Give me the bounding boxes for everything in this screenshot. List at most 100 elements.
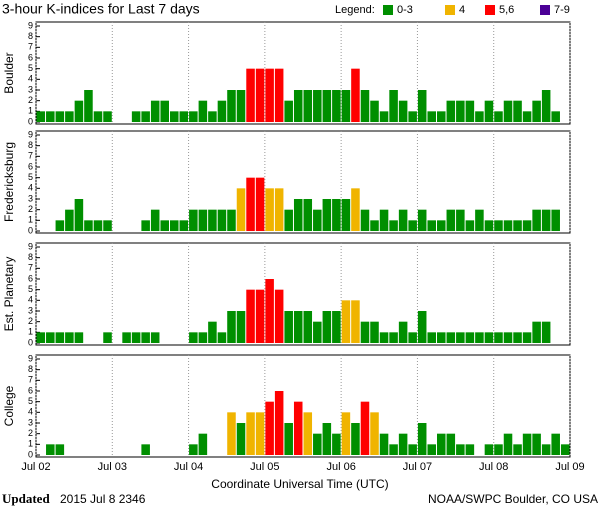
bar [503,220,513,231]
bar [456,100,465,122]
bar [370,321,379,343]
bar [560,444,570,455]
bar [389,332,398,343]
bar [389,444,398,455]
legend-label: 0-3 [397,4,413,16]
bar [150,100,160,122]
bar [522,220,532,231]
legend-swatch [383,5,393,15]
bar [522,332,532,343]
bar [284,209,293,231]
bar [198,209,208,231]
bar [227,90,236,122]
panel-frame [35,354,571,458]
bar [513,444,522,455]
y-tick-label: 9 [28,353,33,363]
bar [179,220,189,231]
bar [532,321,541,343]
bar [208,111,217,122]
y-tick-label: 5 [28,284,33,294]
bar [332,311,341,343]
bar [303,412,313,455]
bar [103,220,112,231]
y-tick-label: 9 [28,20,33,30]
bar [303,311,313,343]
bar [65,209,74,231]
bar [551,111,560,122]
bar [532,100,541,122]
x-tick-label: Jul 09 [555,461,584,473]
bar [131,332,141,343]
bar [465,100,475,122]
bar [446,209,456,231]
y-tick-label: 5 [28,172,33,182]
bar [351,188,360,231]
bar [217,332,227,343]
y-tick-label: 3 [28,193,33,203]
bar [141,332,150,343]
bar [55,332,65,343]
bar [503,433,513,455]
bar [417,311,427,343]
y-tick-label: 4 [28,183,33,193]
y-tick-label: 8 [28,364,33,374]
bar [227,412,236,455]
bar [332,90,341,122]
bar [284,100,293,122]
bar [408,111,417,122]
bar [465,332,475,343]
bar [313,90,322,122]
bar [255,289,265,343]
bar [370,220,379,231]
bar [189,111,198,122]
bar [84,90,93,122]
bar [189,209,198,231]
bar [246,177,255,231]
bar [541,321,551,343]
x-tick-label: Jul 03 [98,461,127,473]
bar [456,209,465,231]
bar [360,90,370,122]
bar [551,433,560,455]
legend-label: 5,6 [499,4,514,16]
y-tick-label: 9 [28,129,33,139]
bar [74,100,84,122]
x-tick-label: Jul 02 [21,461,50,473]
bar [417,209,427,231]
bar [351,68,360,122]
x-tick-label: Jul 08 [479,461,508,473]
bar [274,391,284,455]
y-tick-label: 0 [28,337,33,347]
x-tick-label: Jul 07 [403,461,432,473]
bar [408,332,417,343]
bar [103,111,112,122]
legend-label: 7-9 [554,4,570,16]
bar [408,220,417,231]
y-tick-label: 4 [28,74,33,84]
bar [131,111,141,122]
bar [398,209,408,231]
bar [160,220,169,231]
bar [379,111,389,122]
bar [389,220,398,231]
bar [150,332,160,343]
bar [456,332,465,343]
y-tick-label: 8 [28,31,33,41]
bar [513,220,522,231]
legend-label: 4 [459,4,465,16]
bar [303,90,313,122]
bar [84,220,93,231]
bar [93,220,103,231]
y-tick-label: 1 [28,215,33,225]
x-tick-label: Jul 05 [250,461,279,473]
y-tick-label: 6 [28,385,33,395]
bar [141,111,150,122]
bar [532,433,541,455]
y-tick-label: 7 [28,151,33,161]
bar [293,90,303,122]
bar [217,100,227,122]
y-axis-title: Boulder [2,52,16,93]
bar [284,311,293,343]
bar [446,332,456,343]
